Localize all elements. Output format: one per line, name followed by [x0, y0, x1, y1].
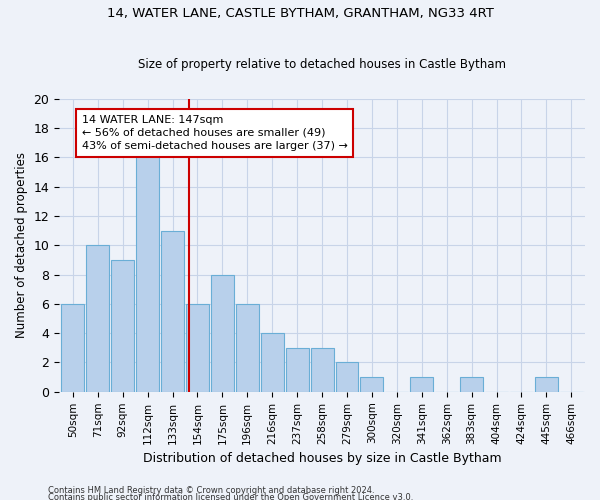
Bar	[286, 348, 308, 392]
Text: Contains public sector information licensed under the Open Government Licence v3: Contains public sector information licen…	[48, 494, 413, 500]
X-axis label: Distribution of detached houses by size in Castle Bytham: Distribution of detached houses by size …	[143, 452, 502, 465]
Bar	[361, 377, 383, 392]
Bar	[535, 377, 558, 392]
Text: Contains HM Land Registry data © Crown copyright and database right 2024.: Contains HM Land Registry data © Crown c…	[48, 486, 374, 495]
Bar	[186, 304, 209, 392]
Bar	[236, 304, 259, 392]
Bar	[410, 377, 433, 392]
Bar	[335, 362, 358, 392]
Bar	[86, 245, 109, 392]
Title: Size of property relative to detached houses in Castle Bytham: Size of property relative to detached ho…	[138, 58, 506, 71]
Bar	[261, 333, 284, 392]
Bar	[211, 274, 234, 392]
Bar	[460, 377, 483, 392]
Y-axis label: Number of detached properties: Number of detached properties	[15, 152, 28, 338]
Bar	[111, 260, 134, 392]
Bar	[61, 304, 85, 392]
Bar	[161, 230, 184, 392]
Text: 14 WATER LANE: 147sqm
← 56% of detached houses are smaller (49)
43% of semi-deta: 14 WATER LANE: 147sqm ← 56% of detached …	[82, 114, 347, 151]
Bar	[311, 348, 334, 392]
Bar	[136, 142, 159, 392]
Text: 14, WATER LANE, CASTLE BYTHAM, GRANTHAM, NG33 4RT: 14, WATER LANE, CASTLE BYTHAM, GRANTHAM,…	[107, 8, 493, 20]
